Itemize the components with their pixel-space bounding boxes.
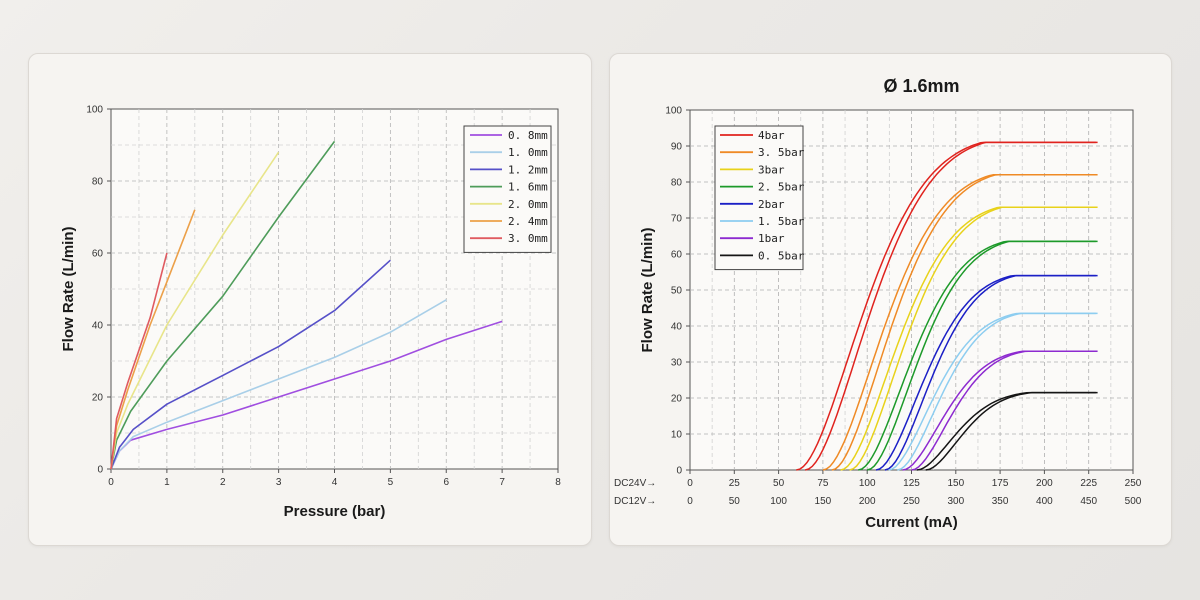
- x-tick-label-dc24: 125: [903, 478, 920, 489]
- current-flow-chart-panel: Ø 1.6mm 0 10 20 30 40 50 60 70 80 90 100 0 25 50 75 100 1…: [609, 53, 1172, 546]
- x-tick-label: 6: [443, 477, 449, 488]
- y-tick-label: 70: [671, 214, 683, 225]
- x-tick-label-dc24: 175: [992, 478, 1009, 489]
- x-tick-label-dc12: 150: [815, 496, 832, 507]
- y-tick-label: 10: [671, 430, 683, 441]
- y-tick-label: 80: [92, 177, 104, 188]
- y-tick-label: 80: [671, 178, 683, 189]
- legend-box: [714, 125, 804, 271]
- legend-label: 0. 8mm: [508, 129, 548, 142]
- series-line-2bar-return: [884, 274, 1098, 471]
- x-tick-label-dc24: 100: [859, 478, 876, 489]
- x-tick-label-dc12: 300: [947, 496, 964, 507]
- legend-label: 1. 5bar: [758, 215, 805, 228]
- x-tick-label: 3: [276, 477, 282, 488]
- x-tick-label-dc24: 75: [817, 478, 829, 489]
- x-tick-label: 2: [220, 477, 226, 488]
- x-tick-label-dc12: 400: [1036, 496, 1053, 507]
- x-tick-label-dc24: 225: [1080, 478, 1097, 489]
- series-line-35bar-return: [831, 174, 1098, 471]
- y-axis-title: Flow Rate (L/min): [639, 228, 656, 353]
- current-flow-chart: Ø 1.6mm 0 10 20 30 40 50 60 70 80 90 100 0 25 50 75 100 1…: [614, 76, 1142, 531]
- legend-label: 2bar: [758, 198, 785, 211]
- pressure-flow-chart-panel: 0 1 2 3 4 5 6 7 8 0 20 40 60 80 100 Pressure (bar) Flow …: [28, 53, 592, 546]
- x-tick-label: 5: [388, 477, 394, 488]
- y-tick-label: 100: [86, 105, 103, 116]
- y-tick-label: 20: [671, 394, 683, 405]
- legend-label: 2. 4mm: [508, 215, 548, 228]
- series-line-1bar-return: [911, 350, 1096, 471]
- y-tick-label: 60: [671, 250, 683, 261]
- series-line-12mm: [110, 259, 391, 470]
- series-line-16mm: [110, 140, 336, 470]
- x-tick-label: 7: [499, 477, 505, 488]
- y-tick-label: 60: [92, 249, 104, 260]
- y-tick-label: 100: [665, 106, 682, 117]
- y-axis-title: Flow Rate (L/min): [60, 227, 77, 352]
- dc24v-axis-label: DC24V→: [614, 478, 656, 489]
- legend-label: 2. 0mm: [508, 198, 548, 211]
- x-tick-label: 4: [332, 477, 338, 488]
- series-line-15bar-return: [897, 312, 1096, 471]
- x-tick-label-dc12: 450: [1080, 496, 1097, 507]
- x-tick-label-dc24: 50: [773, 478, 785, 489]
- series-line-4bar-return: [804, 141, 1096, 471]
- x-tick-label-dc24: 25: [729, 478, 741, 489]
- x-tick-label-dc12: 100: [770, 496, 787, 507]
- legend-label: 4bar: [758, 129, 785, 142]
- y-tick-label: 90: [671, 142, 683, 153]
- legend-label: 3bar: [758, 163, 785, 176]
- legend-box: [463, 125, 552, 253]
- x-tick-label: 8: [555, 477, 561, 488]
- x-tick-label-dc12: 250: [903, 496, 920, 507]
- x-tick-label-dc12: 500: [1125, 496, 1142, 507]
- y-tick-label: 40: [92, 321, 104, 332]
- x-tick-label-dc24: 200: [1036, 478, 1053, 489]
- x-tick-label-dc12: 0: [687, 496, 693, 507]
- x-tick-label-dc12: 200: [859, 496, 876, 507]
- series-line-30mm: [110, 252, 168, 470]
- dc12v-axis-label: DC12V→: [614, 496, 656, 507]
- x-tick-label-dc24: 0: [687, 478, 693, 489]
- legend-label: 0. 5bar: [758, 249, 805, 262]
- x-axis-title: Current (mA): [865, 514, 958, 531]
- x-tick-label-dc12: 350: [992, 496, 1009, 507]
- y-tick-label: 50: [671, 286, 683, 297]
- legend-label: 1. 0mm: [508, 146, 548, 159]
- legend-label: 3. 0mm: [508, 232, 548, 245]
- chart-title: Ø 1.6mm: [883, 76, 959, 96]
- legend-label: 1. 6mm: [508, 181, 548, 194]
- x-axis-title: Pressure (bar): [284, 503, 386, 520]
- series-line-10mm: [110, 299, 447, 470]
- x-tick-label: 0: [108, 477, 114, 488]
- series-line-25bar-return: [866, 240, 1098, 471]
- y-tick-label: 30: [671, 358, 683, 369]
- y-tick-label: 0: [97, 465, 103, 476]
- y-tick-label: 40: [671, 322, 683, 333]
- legend-label: 3. 5bar: [758, 146, 805, 159]
- y-tick-label: 0: [676, 466, 682, 477]
- legend-label: 1. 2mm: [508, 163, 548, 176]
- legend-label: 2. 5bar: [758, 181, 805, 194]
- x-tick-label: 1: [164, 477, 170, 488]
- series-line-3bar-return: [849, 206, 1098, 471]
- x-tick-label-dc24: 250: [1125, 478, 1142, 489]
- legend-label: 1bar: [758, 232, 785, 245]
- series-line-05bar-return: [925, 391, 1096, 471]
- y-tick-label: 20: [92, 393, 104, 404]
- x-tick-label-dc24: 150: [947, 478, 964, 489]
- x-tick-label-dc12: 50: [729, 496, 741, 507]
